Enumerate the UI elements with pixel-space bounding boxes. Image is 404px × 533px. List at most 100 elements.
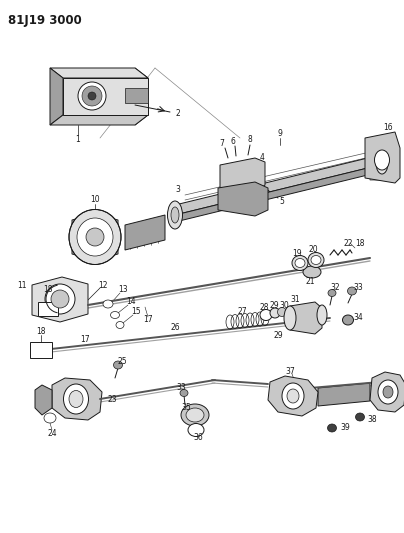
Polygon shape <box>50 115 148 125</box>
Text: 16: 16 <box>383 124 393 133</box>
Ellipse shape <box>82 86 102 106</box>
Ellipse shape <box>260 310 272 320</box>
Text: 17: 17 <box>80 335 90 344</box>
Polygon shape <box>365 132 400 183</box>
Text: 38: 38 <box>367 416 377 424</box>
Text: 24: 24 <box>47 430 57 439</box>
Polygon shape <box>125 215 165 250</box>
Polygon shape <box>175 165 380 222</box>
Ellipse shape <box>356 413 364 421</box>
Text: 29: 29 <box>273 332 283 341</box>
Bar <box>38 302 58 316</box>
Text: 28: 28 <box>259 303 269 312</box>
Text: 81J19 3000: 81J19 3000 <box>8 14 82 27</box>
Text: 18: 18 <box>36 327 46 335</box>
Ellipse shape <box>114 361 122 369</box>
Polygon shape <box>32 277 88 322</box>
Text: 4: 4 <box>259 152 265 161</box>
Ellipse shape <box>86 228 104 246</box>
Text: 3: 3 <box>176 185 181 195</box>
Text: 15: 15 <box>131 308 141 317</box>
Text: 5: 5 <box>280 197 284 206</box>
Ellipse shape <box>383 386 393 398</box>
Ellipse shape <box>51 290 69 308</box>
Ellipse shape <box>88 92 96 100</box>
Text: 32: 32 <box>330 284 340 293</box>
Ellipse shape <box>270 308 280 318</box>
Text: 26: 26 <box>170 324 180 333</box>
Ellipse shape <box>328 289 336 296</box>
Bar <box>30 342 52 358</box>
Ellipse shape <box>63 384 88 414</box>
Polygon shape <box>318 383 370 406</box>
Polygon shape <box>125 88 148 103</box>
Ellipse shape <box>78 82 106 110</box>
Ellipse shape <box>284 306 296 330</box>
Polygon shape <box>38 388 42 412</box>
Text: 37: 37 <box>285 367 295 376</box>
Text: 14: 14 <box>126 297 136 306</box>
Ellipse shape <box>45 284 75 314</box>
Polygon shape <box>370 135 393 180</box>
Text: 35: 35 <box>181 403 191 413</box>
Ellipse shape <box>375 150 389 170</box>
Polygon shape <box>268 376 318 416</box>
Ellipse shape <box>308 253 324 268</box>
Text: 27: 27 <box>237 308 247 317</box>
Polygon shape <box>72 214 118 260</box>
Ellipse shape <box>186 408 204 422</box>
Ellipse shape <box>171 207 179 223</box>
Text: 23: 23 <box>107 395 117 405</box>
Ellipse shape <box>311 255 321 264</box>
Text: 1: 1 <box>76 134 80 143</box>
Polygon shape <box>135 68 148 125</box>
Polygon shape <box>63 78 148 115</box>
Text: 20: 20 <box>308 246 318 254</box>
Ellipse shape <box>188 424 204 437</box>
Polygon shape <box>290 302 322 334</box>
Ellipse shape <box>378 380 398 404</box>
Text: 34: 34 <box>353 313 363 322</box>
Polygon shape <box>52 378 102 420</box>
Ellipse shape <box>168 201 183 229</box>
Text: 21: 21 <box>305 278 315 287</box>
Text: 19: 19 <box>292 248 302 257</box>
Polygon shape <box>175 155 380 215</box>
Ellipse shape <box>287 389 299 403</box>
Text: 11: 11 <box>17 280 27 289</box>
Ellipse shape <box>111 311 120 319</box>
Text: 17: 17 <box>143 316 153 325</box>
Text: 18: 18 <box>355 238 365 247</box>
Ellipse shape <box>103 300 113 308</box>
Text: 7: 7 <box>219 139 225 148</box>
Text: 33: 33 <box>176 384 186 392</box>
Text: 31: 31 <box>290 295 300 304</box>
Ellipse shape <box>181 404 209 426</box>
Ellipse shape <box>180 390 188 397</box>
Text: 12: 12 <box>98 280 108 289</box>
Polygon shape <box>50 68 148 78</box>
Polygon shape <box>220 158 265 192</box>
Ellipse shape <box>317 305 327 325</box>
Ellipse shape <box>116 321 124 328</box>
Ellipse shape <box>69 209 121 264</box>
Ellipse shape <box>328 424 337 432</box>
Text: 39: 39 <box>340 424 350 432</box>
Ellipse shape <box>292 255 308 271</box>
Text: 13: 13 <box>118 286 128 295</box>
Text: 36: 36 <box>193 432 203 441</box>
Ellipse shape <box>282 383 304 409</box>
Ellipse shape <box>303 266 321 278</box>
Ellipse shape <box>77 218 113 256</box>
Text: 25: 25 <box>117 358 127 367</box>
Polygon shape <box>370 372 404 412</box>
Ellipse shape <box>69 391 83 408</box>
Ellipse shape <box>44 413 56 423</box>
Text: 30: 30 <box>279 302 289 311</box>
Ellipse shape <box>347 287 356 295</box>
Ellipse shape <box>343 315 354 325</box>
Text: 9: 9 <box>278 130 282 139</box>
Polygon shape <box>218 182 268 216</box>
Polygon shape <box>50 68 63 125</box>
Text: 29: 29 <box>269 301 279 310</box>
